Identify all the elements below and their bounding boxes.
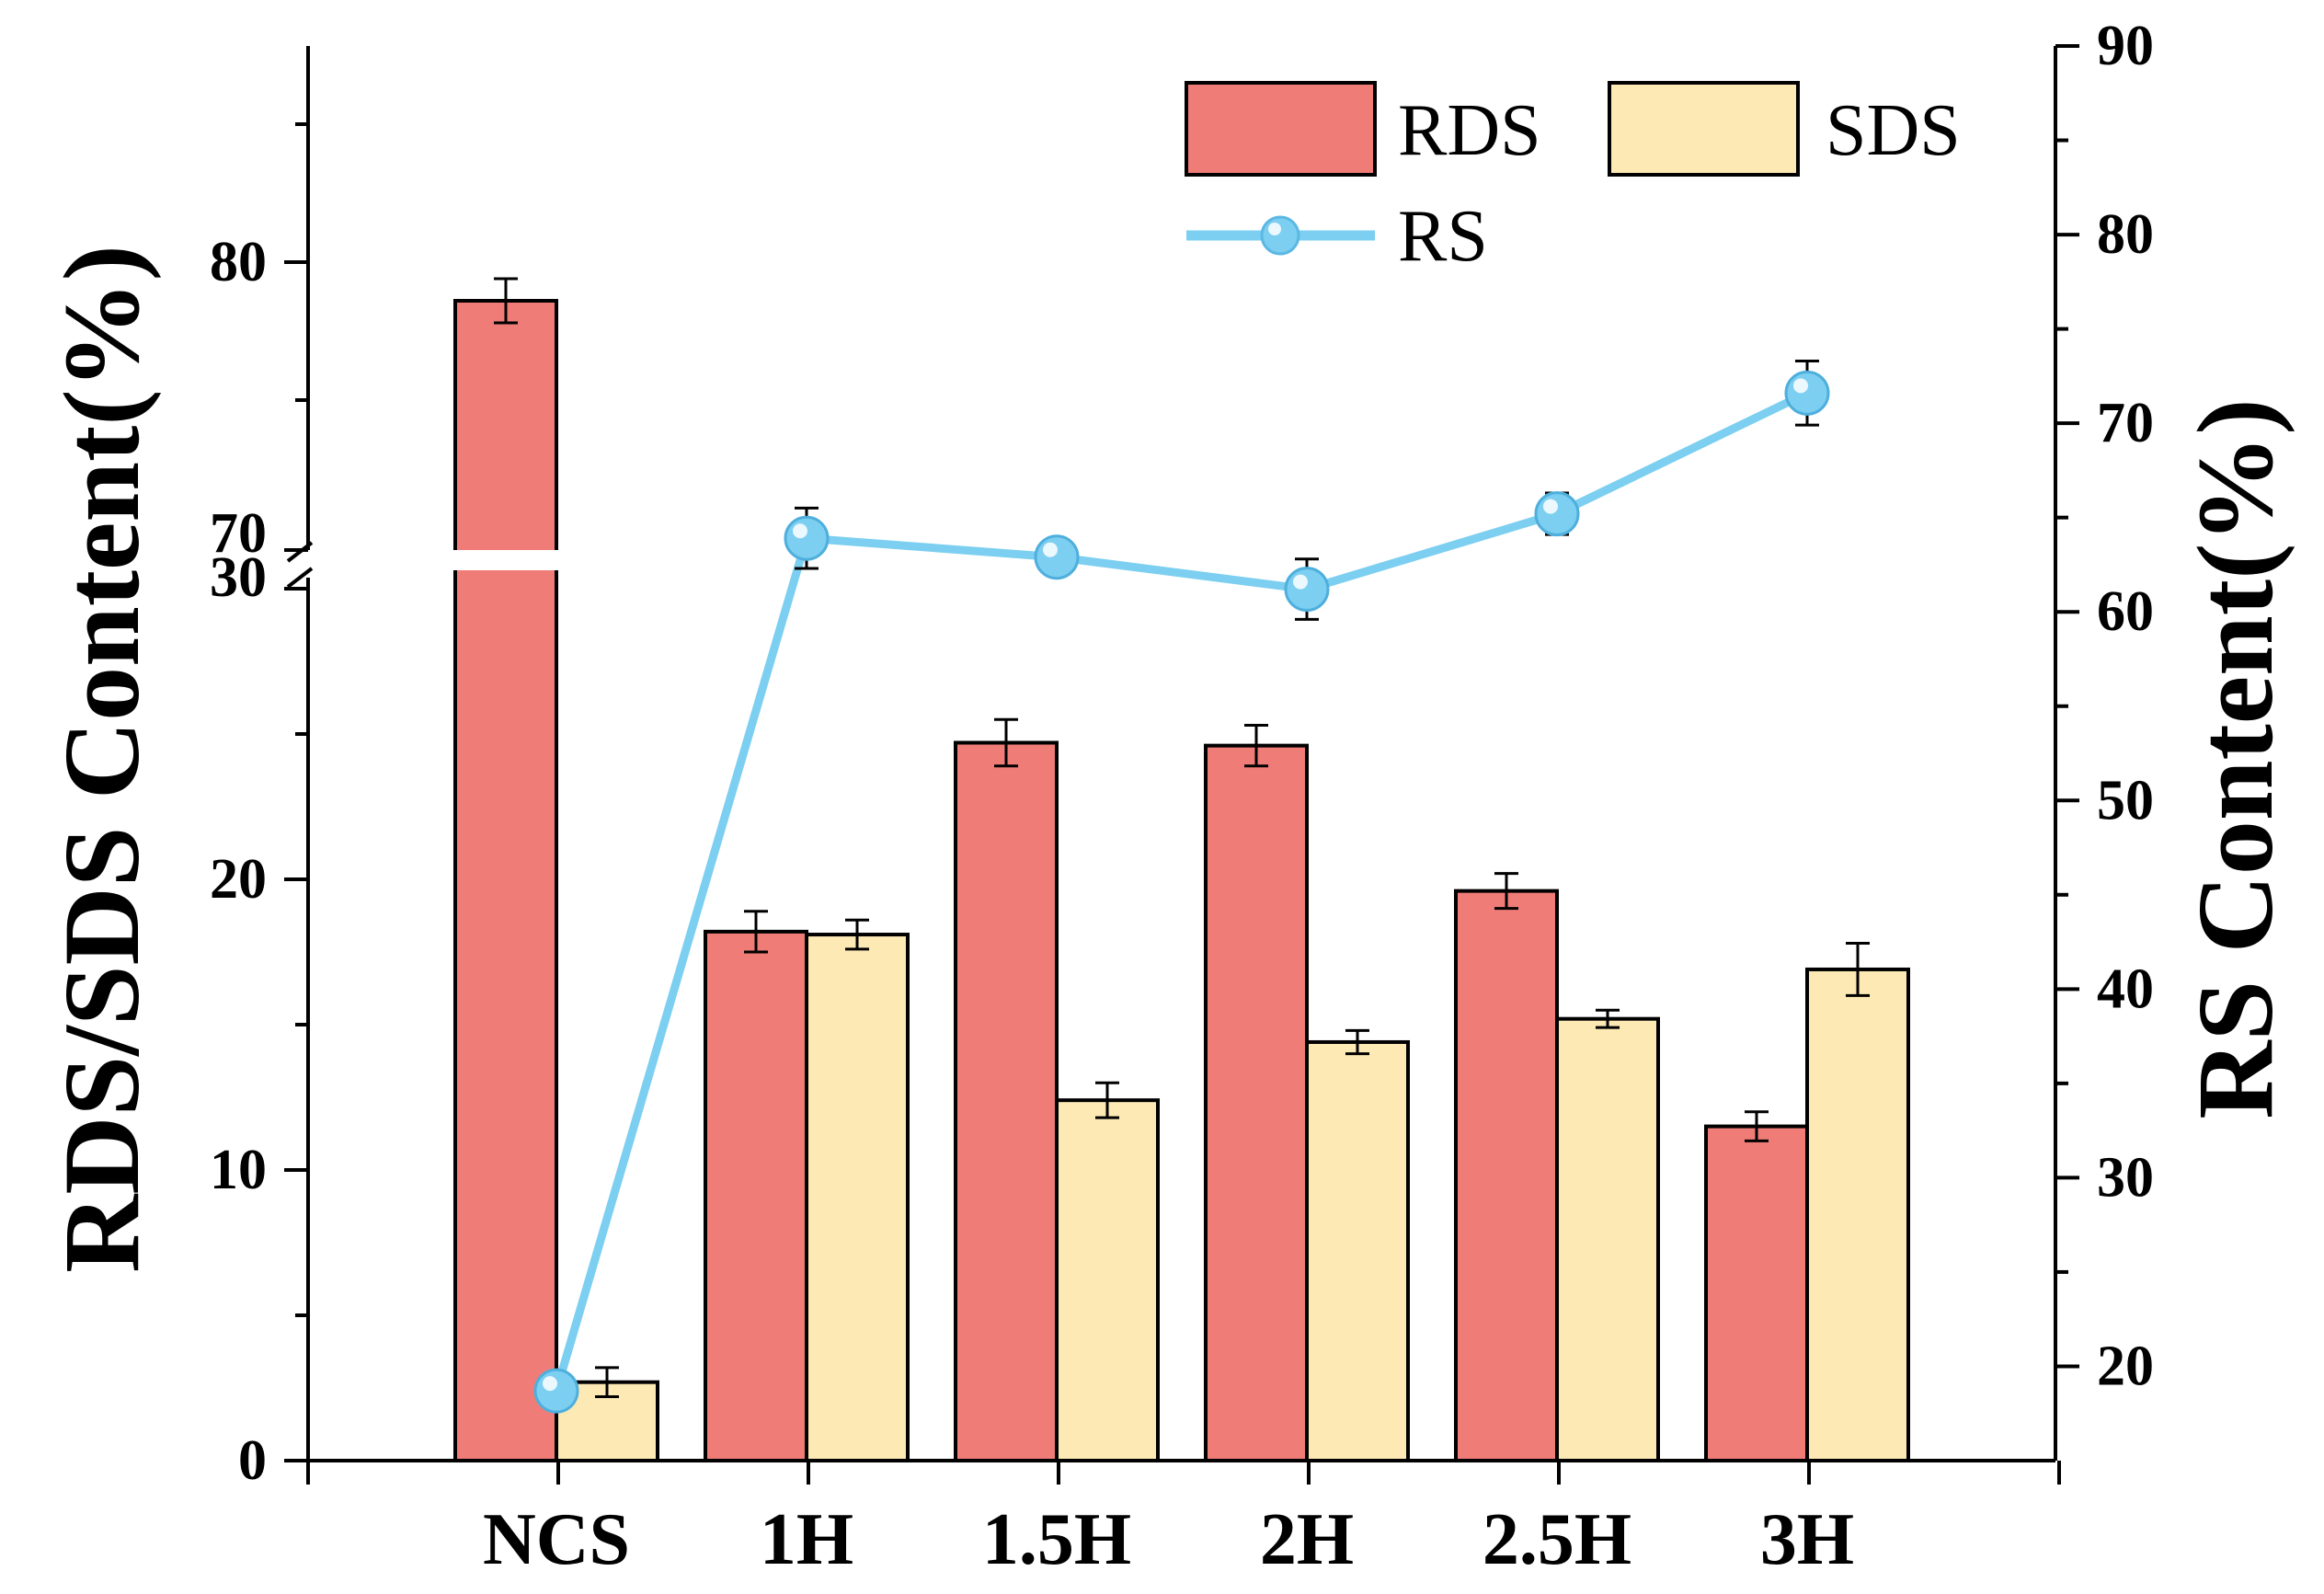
errorbar-rds-3H [1745, 1110, 1769, 1142]
legend: RDS SDS RS [1185, 81, 1961, 277]
legend-label-sds: SDS [1826, 90, 1961, 171]
rs-line-layer [533, 359, 1830, 1414]
errorbar-rds-2.5H [1494, 872, 1518, 911]
left-tick-label-30: 30 [210, 546, 267, 609]
left-axis-title: RDS/SDS Content(%) [41, 245, 162, 1273]
category-labels: NCS 1H 1.5H 2H 2.5H 3H [483, 1499, 1854, 1580]
bar-rds-2H [1204, 743, 1309, 1462]
bar-rds-1.5H [954, 740, 1059, 1462]
right-tick-label-20: 20 [2097, 1335, 2154, 1397]
bar-sds-1H [805, 933, 910, 1462]
right-tick-label-50: 50 [2097, 769, 2154, 831]
rs-point-highlight [793, 523, 807, 539]
legend-swatch-sds [1608, 81, 1800, 177]
left-tick-label-20: 20 [210, 848, 267, 911]
legend-marker-rs [1260, 215, 1300, 256]
rs-point-1H [784, 515, 830, 561]
right-tick-label-90: 90 [2097, 15, 2154, 77]
left-tick-label-80: 80 [210, 231, 267, 293]
bar-rds-1H [704, 929, 808, 1462]
left-tick-label-0: 0 [238, 1429, 267, 1492]
right-tick-label-70: 70 [2097, 392, 2154, 454]
left-tick-label-10: 10 [210, 1139, 267, 1201]
bar-sds-2.5H [1555, 1016, 1660, 1463]
category-label-3H: 3H [1760, 1499, 1854, 1580]
category-label-1.5H: 1.5H [982, 1499, 1131, 1580]
legend-label-rds: RDS [1398, 90, 1541, 171]
errorbar-rds-1.5H [994, 717, 1018, 768]
rs-point-1.5H [1034, 534, 1080, 580]
rs-point-highlight [1543, 499, 1558, 514]
legend-label-rs: RS [1398, 196, 1488, 277]
bars-layer [452, 299, 1910, 1463]
bar-rds-3H [1704, 1124, 1809, 1462]
bar-sds-1.5H [1055, 1098, 1160, 1463]
bar-sds-3H [1805, 967, 1910, 1462]
category-label-2H: 2H [1260, 1499, 1354, 1580]
errorbar-rds-2H [1244, 724, 1268, 768]
errorbar-rds-NCS [494, 277, 518, 325]
rs-series-line [552, 389, 1809, 1393]
errorbar-sds-1H [845, 918, 869, 951]
legend-marker-highlight [1268, 223, 1281, 235]
right-tick-label-60: 60 [2097, 580, 2154, 643]
errorbar-sds-3H [1846, 942, 1870, 997]
bar-sds-2H [1305, 1039, 1410, 1462]
errorbar-rds-1H [744, 910, 768, 954]
rs-point-highlight [1293, 574, 1308, 590]
right-tick-label-30: 30 [2097, 1146, 2154, 1209]
bar-rds-2.5H [1454, 889, 1559, 1462]
left-tick-label-70: 70 [210, 502, 267, 565]
rs-point-highlight [1793, 378, 1808, 394]
right-tick-label-80: 80 [2097, 203, 2154, 266]
bar-rds-NCS [453, 299, 558, 1462]
errorbar-sds-2H [1345, 1028, 1369, 1056]
rs-point-highlight [543, 1376, 557, 1392]
right-axis-title: RS Content(%) [2175, 398, 2295, 1118]
bar-break-gap [452, 550, 560, 570]
rs-point-2H [1284, 567, 1330, 613]
rs-point-2.5H [1534, 491, 1580, 537]
category-label-2.5H: 2.5H [1483, 1499, 1631, 1580]
category-label-NCS: NCS [483, 1499, 630, 1580]
errorbar-sds-2.5H [1596, 1008, 1620, 1029]
rs-point-3H [1784, 370, 1830, 416]
errorbar-sds-1.5H [1095, 1081, 1119, 1119]
errorbars-layer [494, 277, 1870, 1398]
legend-swatch-rds [1185, 81, 1377, 177]
rs-point-NCS [533, 1368, 579, 1414]
right-tick-label-40: 40 [2097, 958, 2154, 1020]
category-label-1H: 1H [760, 1499, 853, 1580]
errorbar-sds-NCS [595, 1366, 619, 1398]
rs-point-highlight [1043, 542, 1058, 557]
